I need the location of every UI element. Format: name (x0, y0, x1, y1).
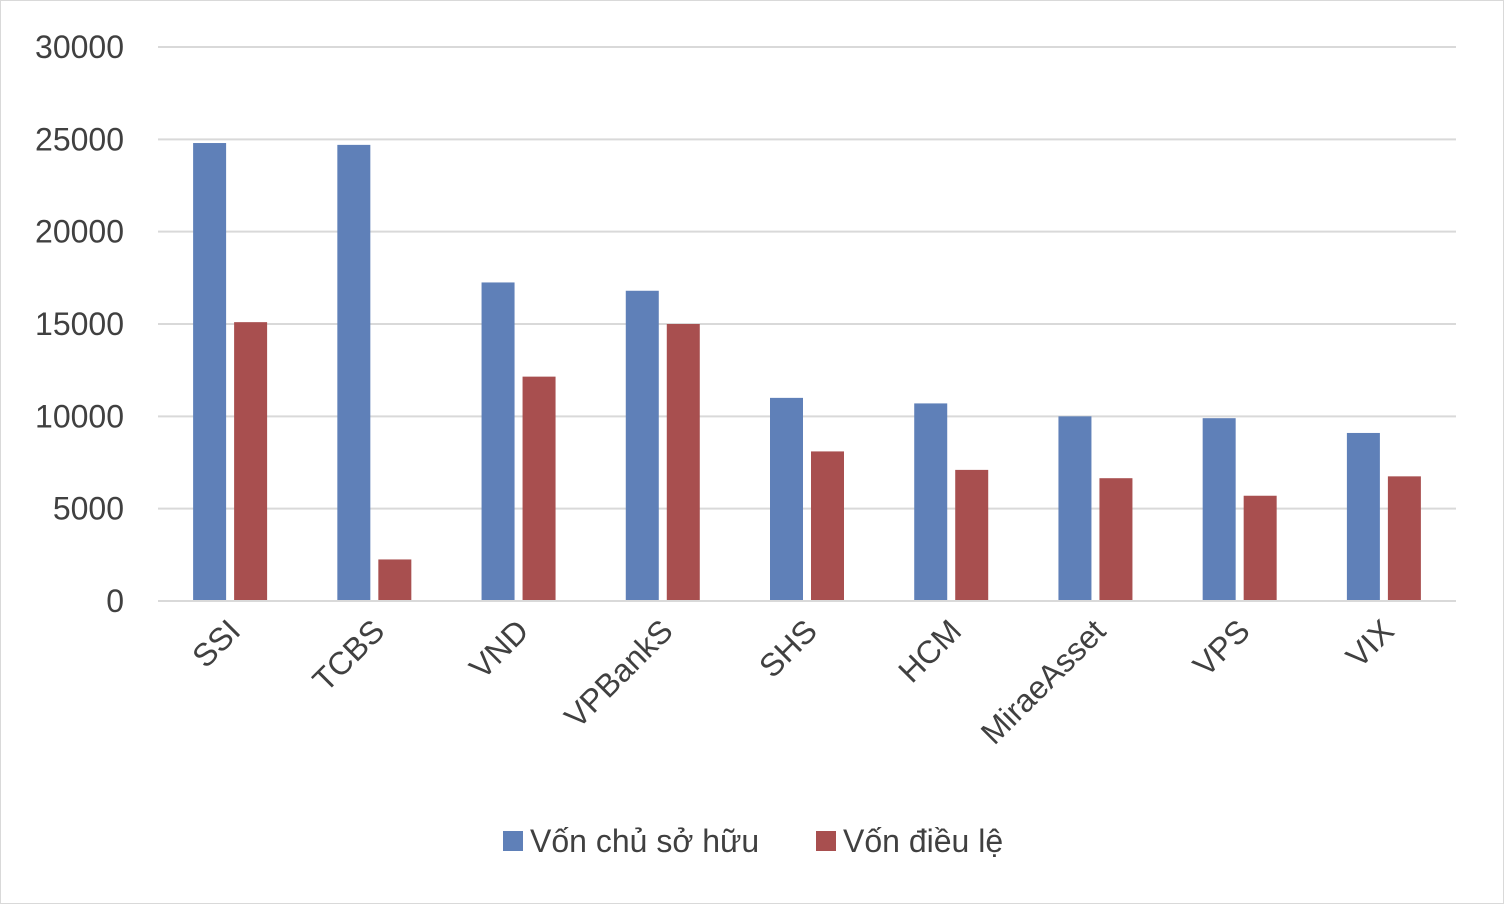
bar-tcbs-series-2 (378, 559, 412, 601)
bar-vix-series-1 (1346, 432, 1380, 601)
y-tick-label: 20000 (35, 214, 124, 250)
bar-ssi-series-2 (234, 322, 268, 601)
legend-swatch-2 (816, 831, 836, 851)
bar-vpbanks-series-1 (625, 290, 659, 601)
bars (193, 143, 1421, 601)
x-axis-ticks: SSI TCBS VND VPBankS SHS HCM MiraeAsset VPS VIX (185, 612, 1401, 751)
x-tick-label: VPS (1186, 612, 1257, 683)
y-tick-label: 15000 (35, 306, 124, 342)
x-tick-label: TCBS (305, 612, 391, 698)
y-axis-ticks: 0 5000 10000 15000 20000 25000 30000 (35, 29, 124, 619)
x-tick-label: VND (462, 612, 535, 685)
x-tick-label: HCM (891, 612, 968, 689)
bar-hcm-series-2 (955, 469, 989, 601)
y-tick-label: 10000 (35, 398, 124, 434)
y-tick-label: 30000 (35, 29, 124, 65)
x-tick-label: MiraeAsset (974, 612, 1113, 751)
y-tick-label: 25000 (35, 121, 124, 157)
bar-tcbs-series-1 (337, 144, 371, 601)
legend-swatch-1 (503, 831, 523, 851)
bar-vnd-series-1 (481, 282, 515, 601)
bar-vps-series-2 (1243, 495, 1277, 601)
bar-vps-series-1 (1202, 418, 1236, 601)
bar-vpbanks-series-2 (666, 324, 700, 601)
legend-label-1: Vốn chủ sở hữu (530, 823, 759, 859)
bar-hcm-series-1 (914, 403, 948, 601)
legend-label-2: Vốn điều lệ (843, 823, 1003, 859)
x-tick-label: VPBankS (557, 612, 679, 734)
bar-miraeasset-series-1 (1058, 416, 1092, 601)
bar-vix-series-2 (1387, 476, 1421, 601)
bar-shs-series-2 (811, 451, 844, 601)
y-tick-label: 5000 (53, 491, 124, 527)
bar-miraeasset-series-2 (1099, 478, 1133, 601)
x-tick-label: SSI (185, 612, 247, 674)
legend: Vốn chủ sở hữu Vốn điều lệ (503, 823, 1003, 859)
bar-ssi-series-1 (193, 143, 227, 601)
bar-shs-series-1 (770, 397, 803, 601)
gridlines (158, 46, 1456, 510)
bar-vnd-series-2 (522, 376, 556, 601)
x-tick-label: SHS (752, 612, 824, 684)
y-tick-label: 0 (106, 583, 124, 619)
x-tick-label: VIX (1339, 612, 1401, 674)
